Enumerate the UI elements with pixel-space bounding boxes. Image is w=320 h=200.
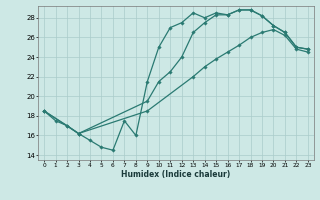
X-axis label: Humidex (Indice chaleur): Humidex (Indice chaleur) <box>121 170 231 179</box>
